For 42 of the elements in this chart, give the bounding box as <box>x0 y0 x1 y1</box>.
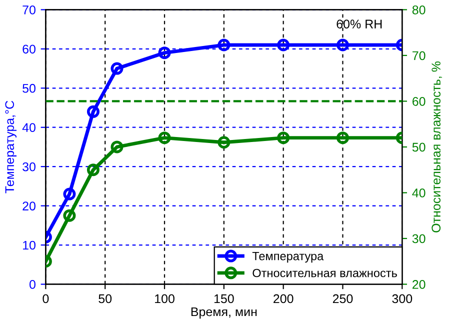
y2-tick-label: 20 <box>412 280 426 289</box>
annotation: 60% RH <box>336 20 382 28</box>
y2-tick-label: 70 <box>412 51 426 60</box>
point <box>218 136 230 149</box>
x-tick-label: 300 <box>392 294 412 304</box>
point <box>336 38 349 52</box>
y-tick-label: 60 <box>22 44 36 54</box>
x-tick-label: 0 <box>42 294 49 304</box>
y2-tick-label: 80 <box>412 5 426 14</box>
y2-tick-label: 40 <box>412 188 426 198</box>
y2-axis-title: Относительная влажность, % <box>432 61 442 232</box>
legend-label: Относительная влажность <box>252 268 397 278</box>
legend-label: Температура <box>252 252 324 263</box>
y2-tick-label: 30 <box>412 234 426 244</box>
point <box>86 105 100 118</box>
y-tick-label: 0 <box>30 280 36 289</box>
x-tick-label: 200 <box>274 294 294 304</box>
point <box>63 188 76 200</box>
x-tick-label: 250 <box>332 294 353 304</box>
y-tick-label: 50 <box>22 84 36 93</box>
point <box>158 132 171 144</box>
y-tick-label: 20 <box>22 202 36 210</box>
y-tick-label: 40 <box>22 123 36 132</box>
x-tick-label: 50 <box>98 294 112 304</box>
y-tick-label: 30 <box>22 162 36 172</box>
point <box>110 62 124 75</box>
y-tick-label: 10 <box>23 240 36 250</box>
x-tick-label: 100 <box>155 294 174 304</box>
x-axis-title: Время, мин <box>191 307 257 319</box>
y-axis-title: Температура,°C <box>5 100 17 194</box>
point <box>110 140 124 154</box>
point <box>277 132 290 144</box>
point <box>218 38 230 52</box>
y-tick-label: 70 <box>22 5 36 14</box>
point <box>86 164 100 176</box>
x-tick-label: 150 <box>214 294 234 304</box>
y2-tick-label: 50 <box>412 142 426 152</box>
point <box>336 132 349 144</box>
point <box>277 38 290 52</box>
y2-tick-label: 60 <box>412 97 426 106</box>
point <box>63 209 76 222</box>
point <box>158 46 171 60</box>
